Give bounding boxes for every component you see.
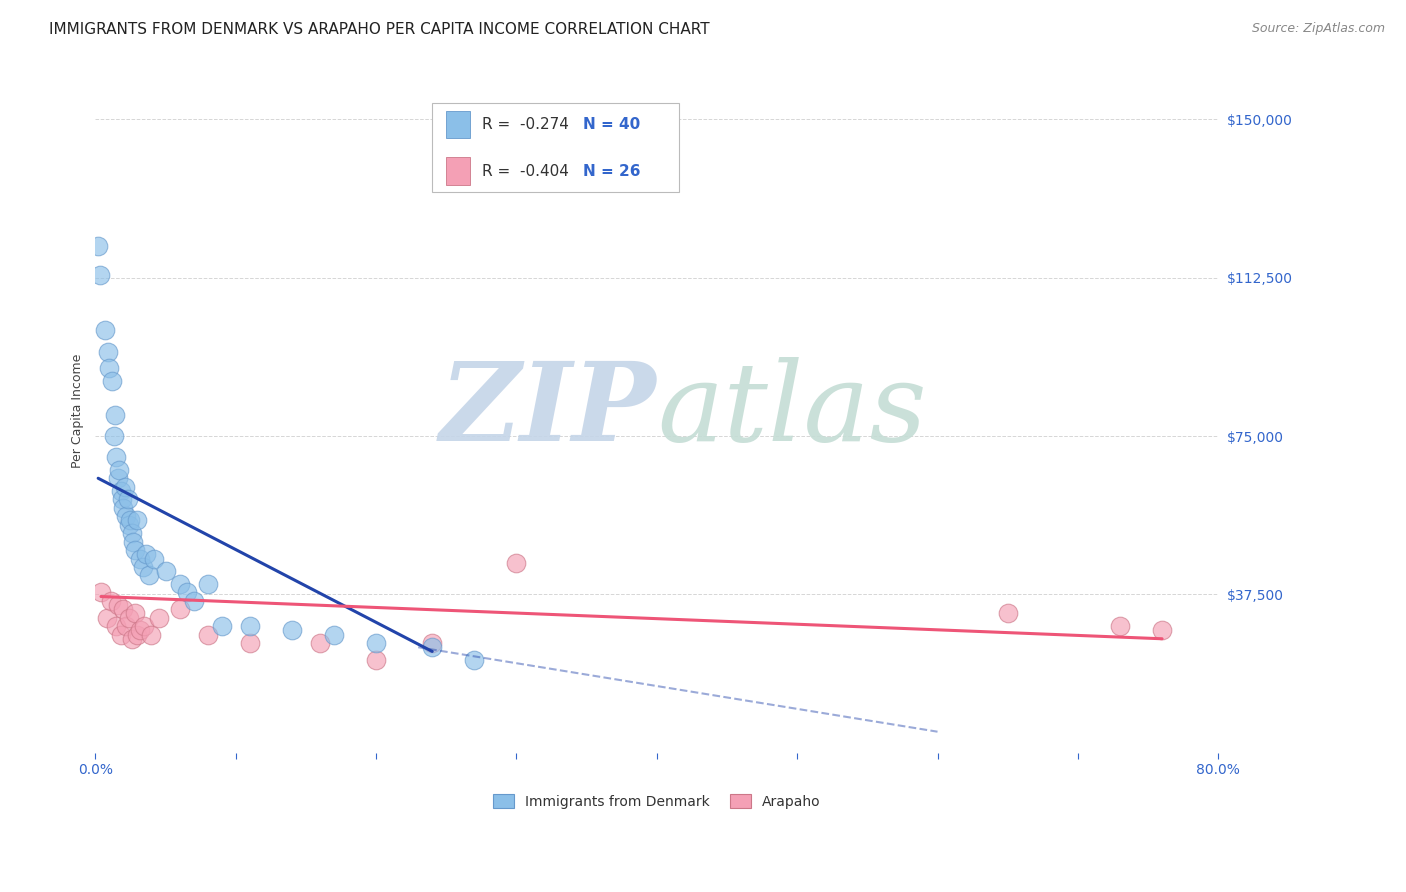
- Y-axis label: Per Capita Income: Per Capita Income: [72, 353, 84, 468]
- Point: [463, 653, 485, 667]
- Point: [169, 577, 191, 591]
- Text: R =  -0.274: R = -0.274: [482, 117, 568, 132]
- Point: [112, 500, 135, 515]
- Point: [141, 627, 163, 641]
- Point: [114, 480, 136, 494]
- Point: [1152, 624, 1174, 638]
- Text: Source: ZipAtlas.com: Source: ZipAtlas.com: [1251, 22, 1385, 36]
- Point: [309, 636, 332, 650]
- Point: [420, 636, 443, 650]
- Point: [87, 239, 110, 253]
- Text: N = 40: N = 40: [582, 117, 640, 132]
- Text: N = 26: N = 26: [582, 163, 640, 178]
- Point: [124, 543, 146, 558]
- Text: R =  -0.404: R = -0.404: [482, 163, 568, 178]
- Point: [148, 610, 170, 624]
- Point: [138, 568, 160, 582]
- Point: [132, 560, 155, 574]
- Point: [117, 492, 139, 507]
- Point: [112, 602, 135, 616]
- Point: [107, 471, 129, 485]
- Point: [1109, 619, 1132, 633]
- Text: ZIP: ZIP: [440, 357, 657, 465]
- Point: [97, 344, 120, 359]
- Point: [364, 636, 387, 650]
- Point: [364, 653, 387, 667]
- Point: [143, 551, 166, 566]
- Point: [129, 551, 152, 566]
- Point: [90, 585, 112, 599]
- Point: [122, 534, 145, 549]
- Point: [111, 492, 134, 507]
- Point: [121, 632, 143, 646]
- Point: [239, 636, 262, 650]
- Point: [105, 619, 128, 633]
- Point: [105, 450, 128, 464]
- Point: [115, 509, 138, 524]
- Point: [183, 593, 205, 607]
- Point: [169, 602, 191, 616]
- Point: [121, 526, 143, 541]
- Point: [176, 585, 198, 599]
- Point: [197, 627, 219, 641]
- Point: [107, 598, 129, 612]
- Point: [98, 361, 121, 376]
- Point: [118, 610, 141, 624]
- Point: [127, 627, 149, 641]
- Point: [124, 607, 146, 621]
- FancyBboxPatch shape: [432, 103, 679, 192]
- Point: [323, 627, 346, 641]
- Point: [103, 429, 125, 443]
- Point: [104, 408, 127, 422]
- Point: [94, 323, 117, 337]
- Point: [100, 593, 122, 607]
- FancyBboxPatch shape: [446, 111, 471, 138]
- Text: atlas: atlas: [657, 357, 927, 465]
- Point: [505, 556, 527, 570]
- Point: [134, 619, 156, 633]
- Point: [115, 619, 138, 633]
- Point: [120, 514, 142, 528]
- Point: [127, 514, 149, 528]
- Point: [281, 624, 304, 638]
- Point: [101, 374, 124, 388]
- Point: [135, 547, 157, 561]
- Point: [129, 624, 152, 638]
- Point: [108, 463, 131, 477]
- Point: [211, 619, 233, 633]
- Point: [997, 607, 1019, 621]
- Point: [110, 483, 132, 498]
- Point: [197, 577, 219, 591]
- FancyBboxPatch shape: [446, 158, 471, 185]
- Point: [89, 268, 111, 283]
- Point: [239, 619, 262, 633]
- Text: IMMIGRANTS FROM DENMARK VS ARAPAHO PER CAPITA INCOME CORRELATION CHART: IMMIGRANTS FROM DENMARK VS ARAPAHO PER C…: [49, 22, 710, 37]
- Point: [118, 517, 141, 532]
- Point: [96, 610, 118, 624]
- Legend: Immigrants from Denmark, Arapaho: Immigrants from Denmark, Arapaho: [488, 789, 827, 814]
- Point: [420, 640, 443, 655]
- Point: [155, 564, 177, 578]
- Point: [110, 627, 132, 641]
